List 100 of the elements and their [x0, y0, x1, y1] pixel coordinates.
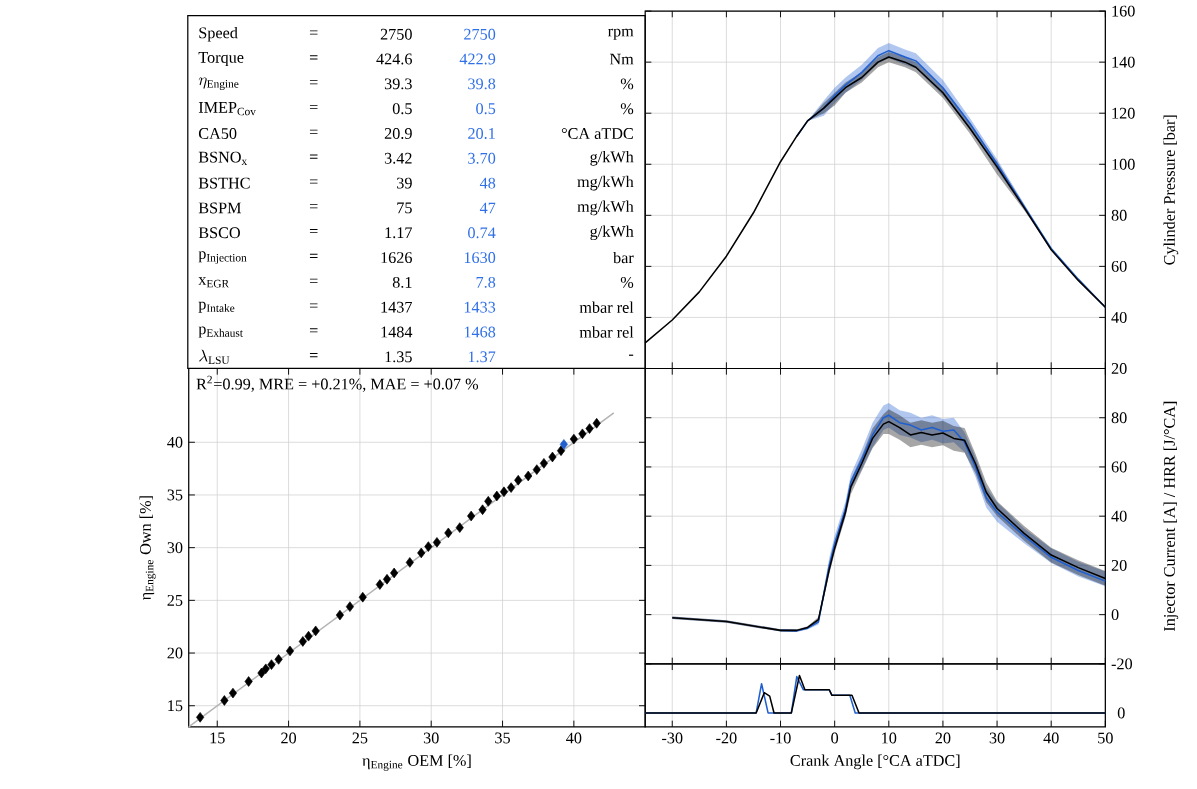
text: = — [309, 328, 318, 333]
text: = — [309, 353, 318, 358]
y-tick-label: 35 — [167, 489, 183, 501]
y-tick-label: 40 — [1111, 312, 1127, 323]
text: °CA aTDC — [561, 128, 633, 140]
text: BSCO — [198, 227, 240, 239]
y-axis-title: Cylinder Pressure [bar] — [1163, 115, 1179, 265]
x-tick-label: 30 — [423, 732, 439, 744]
text: = — [309, 80, 318, 85]
x-tick-label: 40 — [1043, 732, 1059, 744]
annotation: R$^{2}$=0.99, MRE = +0.21%, MAE = +0.07 % — [196, 375, 479, 392]
y-tick-label: 20 — [1111, 560, 1127, 571]
text: 1484 — [381, 326, 413, 338]
text: $\mathrm{BSNO}_{\mathrm{x}}$ — [198, 151, 248, 166]
text: 2750 — [464, 28, 496, 40]
x-tick-label: 15 — [210, 732, 225, 744]
text: 2750 — [380, 28, 412, 40]
text: = — [309, 179, 318, 184]
text: $\mathrm{IMEP}_{\mathrm{Cov}}$ — [198, 102, 256, 116]
text: 1.35 — [385, 351, 412, 363]
text: = — [309, 154, 318, 159]
y-tick-label: 40 — [1111, 510, 1127, 522]
x-tick-label: -20 — [716, 732, 737, 744]
text: 0.74 — [468, 227, 496, 239]
text: $\mathrm{p}_{\mathrm{Injection}}$ — [198, 251, 247, 264]
text: $\eta_{\mathrm{Engine}}$ — [198, 77, 239, 91]
text: = — [309, 129, 318, 134]
text: 7.8 — [476, 276, 496, 288]
y-tick-label: 20 — [1111, 363, 1127, 375]
text: 20.1 — [468, 128, 495, 140]
y-tick-label: 100 — [1112, 158, 1135, 170]
text: 39.8 — [468, 78, 496, 90]
text: g/kWh — [590, 225, 634, 241]
text: % — [620, 103, 634, 115]
text: - — [628, 354, 634, 356]
text: 75 — [397, 202, 412, 214]
y-tick-label: 15 — [168, 700, 183, 712]
text: mbar rel — [579, 326, 634, 338]
text: 0.5 — [392, 103, 412, 115]
text: 424.6 — [376, 53, 412, 65]
text: = — [309, 253, 318, 258]
x-tick-label: 35 — [495, 732, 510, 744]
text: bar — [613, 251, 634, 264]
x-tick-label: 0 — [831, 732, 839, 744]
text: CA50 — [198, 128, 237, 140]
y-tick-label: 80 — [1111, 412, 1127, 424]
y-tick-label: 140 — [1112, 56, 1135, 68]
text: 1.37 — [468, 351, 496, 363]
y-tick-label: 40 — [167, 436, 183, 448]
y-tick-label: 60 — [1111, 461, 1127, 473]
text: 422.9 — [459, 53, 496, 65]
text: = — [309, 55, 318, 60]
y-tick-label: 120 — [1112, 107, 1135, 119]
x-tick-label: 25 — [352, 732, 368, 744]
text: 1433 — [464, 301, 496, 313]
x-axis-title: η$_{Engine}$ OEM [%] — [362, 754, 471, 771]
text: Nm — [609, 53, 634, 65]
x-tick-label: 40 — [566, 732, 582, 744]
x-tick-label: -10 — [770, 732, 791, 744]
y-tick-label: 20 — [167, 647, 183, 659]
y-axis-title: Injector Current [A] / HRR [J/°CA] — [1163, 401, 1179, 632]
text: 3.42 — [384, 152, 412, 164]
y-tick-label: -20 — [1111, 658, 1133, 670]
text: $\mathrm{p}_{\mathrm{Intake}}$ — [198, 301, 235, 313]
y-tick-label: 60 — [1111, 261, 1127, 272]
y-axis-title: η$_{Engine}$ Own [%] — [139, 496, 156, 601]
text: 0.5 — [476, 103, 496, 115]
y-tick-label: 30 — [167, 542, 183, 554]
text: mg/kWh — [577, 175, 634, 191]
y-tick-label: 0 — [1111, 609, 1119, 621]
text: 20.9 — [384, 128, 412, 140]
y-tick-label: 25 — [167, 594, 183, 606]
text: $\lambda_{\mathrm{LSU}}$ — [199, 349, 230, 365]
y-tick-label: 160 — [1112, 5, 1135, 17]
text: Speed — [199, 26, 238, 42]
text: % — [620, 276, 634, 288]
text: 1630 — [464, 252, 496, 264]
text: BSPM — [198, 202, 242, 214]
x-axis-title: Crank Angle [°CA aTDC] — [790, 754, 960, 770]
text: 48 — [479, 177, 496, 189]
text: g/kWh — [590, 151, 634, 166]
text: = — [309, 229, 318, 234]
text: % — [620, 78, 634, 90]
x-tick-label: -30 — [662, 732, 683, 744]
text: 39.3 — [384, 78, 412, 90]
text: $\mathrm{p}_{\mathrm{Exhaust}}$ — [198, 326, 243, 338]
x-tick-label: 50 — [1098, 732, 1113, 744]
text: = — [309, 105, 318, 110]
x-tick-label: 20 — [935, 732, 951, 744]
x-tick-label: 30 — [989, 732, 1005, 744]
text: = — [309, 278, 318, 283]
text: 39 — [397, 177, 412, 189]
text: = — [309, 30, 318, 35]
text: mbar rel — [579, 301, 634, 313]
text: = — [309, 204, 318, 209]
x-tick-label: 20 — [281, 732, 297, 744]
x-tick-label: 10 — [882, 732, 897, 744]
text: 8.1 — [392, 276, 412, 288]
text: 3.70 — [468, 152, 496, 164]
text: 1.17 — [385, 227, 412, 239]
